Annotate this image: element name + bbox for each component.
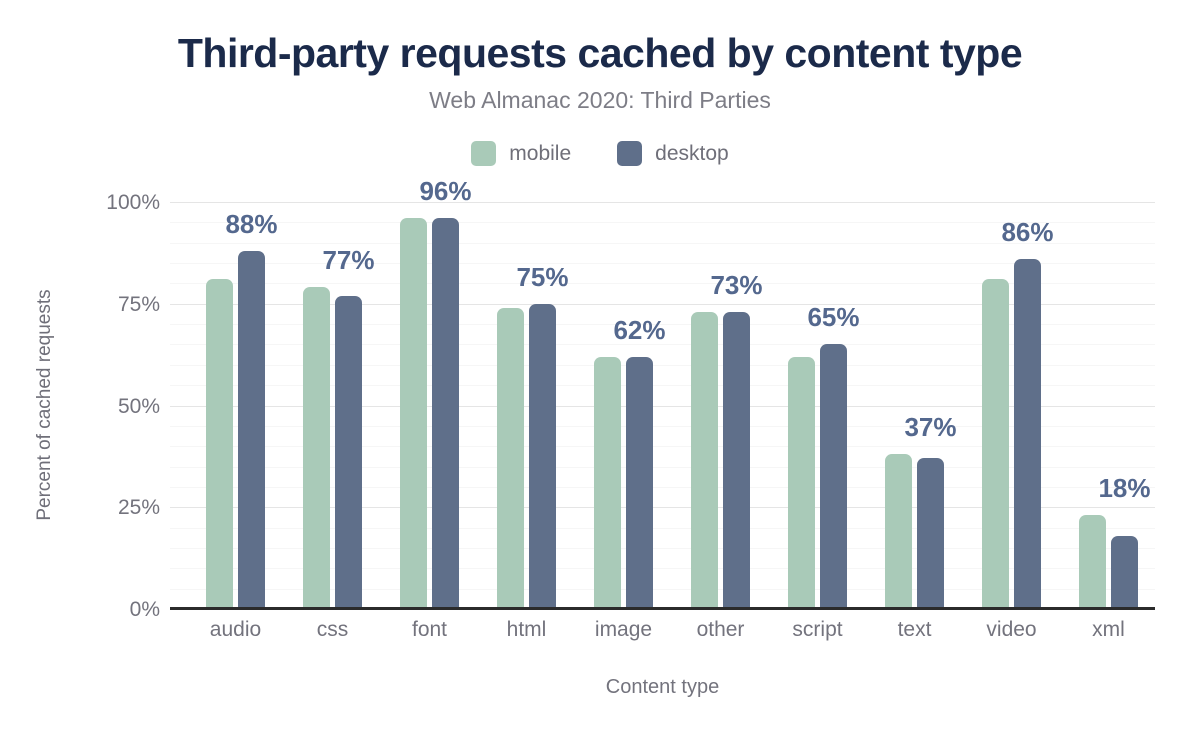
bar-mobile-xml[interactable] — [1079, 515, 1106, 609]
y-axis-tick-label: 0% — [129, 598, 160, 621]
x-axis-category-xml: xml — [1092, 618, 1125, 641]
legend: mobile desktop — [0, 141, 1200, 166]
bar-desktop-xml[interactable] — [1111, 535, 1138, 609]
minor-gridline — [170, 568, 1155, 570]
data-label-text: 37% — [904, 412, 957, 443]
chart-title: Third-party requests cached by content t… — [177, 30, 1023, 76]
data-label-video: 86% — [1001, 216, 1054, 247]
legend-label-mobile: mobile — [509, 141, 572, 165]
legend-label-desktop: desktop — [655, 141, 729, 165]
x-axis-category-video: video — [986, 618, 1037, 641]
y-axis-title: Percent of cached requests — [34, 289, 55, 521]
bar-desktop-html[interactable] — [529, 303, 556, 609]
bar-mobile-script[interactable] — [788, 356, 815, 609]
minor-gridline — [170, 527, 1155, 529]
bar-mobile-audio[interactable] — [206, 279, 233, 609]
bar-desktop-script[interactable] — [820, 344, 847, 609]
bar-mobile-image[interactable] — [594, 356, 621, 609]
minor-gridline — [170, 364, 1155, 366]
minor-gridline — [170, 324, 1155, 326]
x-axis-category-audio: audio — [209, 618, 262, 641]
bar-mobile-html[interactable] — [497, 307, 524, 609]
minor-gridline — [170, 425, 1155, 427]
x-axis-category-text: text — [897, 618, 932, 641]
y-axis-tick-label: 100% — [106, 191, 160, 214]
minor-gridline — [170, 344, 1155, 346]
legend-item-desktop[interactable]: desktop — [617, 141, 729, 166]
x-axis-category-css: css — [316, 618, 349, 641]
bar-desktop-video[interactable] — [1014, 258, 1041, 609]
major-gridline — [170, 303, 1155, 305]
data-label-other: 73% — [710, 269, 763, 300]
x-axis-line — [170, 607, 1155, 610]
x-axis-category-font: font — [411, 618, 448, 641]
bar-desktop-other[interactable] — [723, 311, 750, 609]
data-label-css: 77% — [322, 245, 375, 276]
minor-gridline — [170, 242, 1155, 244]
data-label-image: 62% — [613, 314, 666, 345]
minor-gridline — [170, 263, 1155, 265]
x-axis-category-image: image — [594, 618, 653, 641]
minor-gridline — [170, 588, 1155, 590]
data-label-script: 65% — [807, 302, 860, 333]
bar-desktop-image[interactable] — [626, 356, 653, 609]
bar-mobile-text[interactable] — [885, 454, 912, 609]
y-axis-tick-label: 75% — [117, 292, 160, 316]
x-axis-category-html: html — [506, 618, 547, 641]
data-label-audio: 88% — [225, 208, 278, 239]
minor-gridline — [170, 283, 1155, 285]
minor-gridline — [170, 446, 1155, 448]
bar-desktop-font[interactable] — [432, 218, 459, 609]
minor-gridline — [170, 385, 1155, 387]
bar-mobile-other[interactable] — [691, 311, 718, 609]
legend-item-mobile[interactable]: mobile — [471, 141, 571, 166]
minor-gridline — [170, 222, 1155, 224]
x-axis-category-script: script — [792, 618, 843, 641]
x-axis-title: Content type — [605, 676, 720, 698]
bar-mobile-video[interactable] — [982, 279, 1009, 609]
data-label-font: 96% — [419, 176, 472, 207]
major-gridline — [170, 405, 1155, 407]
major-gridline — [170, 202, 1155, 203]
bar-desktop-css[interactable] — [335, 295, 362, 609]
bar-desktop-text[interactable] — [917, 458, 944, 609]
minor-gridline — [170, 486, 1155, 488]
chart-subtitle: Web Almanac 2020: Third Parties — [429, 87, 771, 113]
bar-desktop-audio[interactable] — [238, 250, 265, 609]
minor-gridline — [170, 547, 1155, 549]
minor-gridline — [170, 466, 1155, 468]
major-gridline — [170, 507, 1155, 509]
y-axis-tick-label: 25% — [117, 496, 160, 520]
desktop-swatch-icon — [617, 141, 643, 166]
bar-mobile-css[interactable] — [303, 287, 330, 609]
mobile-swatch-icon — [471, 141, 497, 166]
bar-mobile-font[interactable] — [400, 218, 427, 609]
y-axis-tick-label: 50% — [117, 394, 160, 418]
x-axis-category-other: other — [696, 618, 745, 641]
data-label-xml: 18% — [1098, 473, 1151, 504]
data-label-html: 75% — [516, 261, 569, 292]
